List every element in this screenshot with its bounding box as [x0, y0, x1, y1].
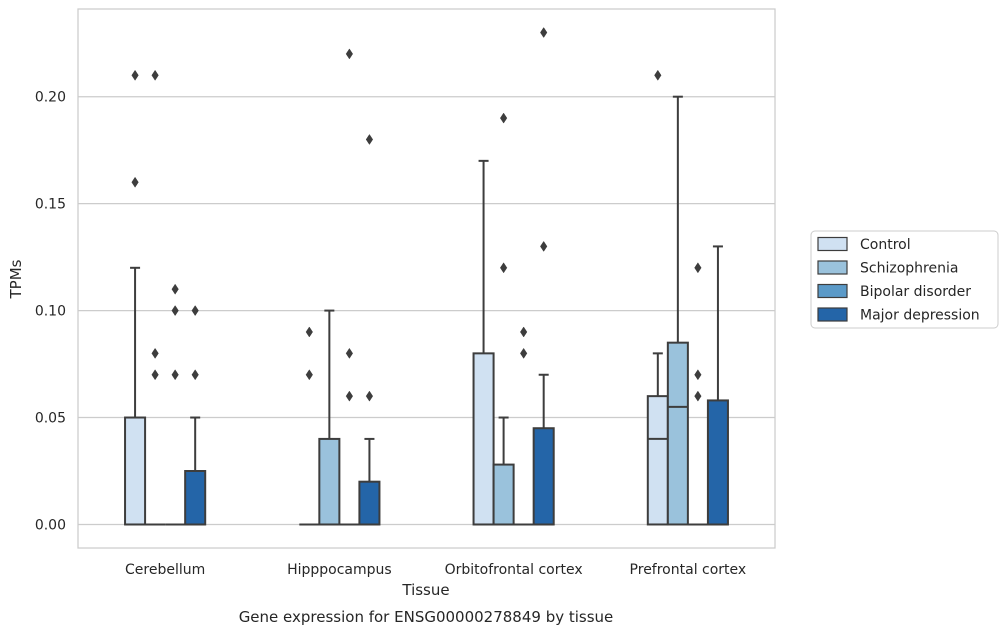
outlier-point	[654, 69, 662, 81]
outlier-point	[520, 326, 528, 338]
outlier-point	[191, 305, 199, 317]
outlier-point	[500, 112, 508, 124]
outlier-point	[345, 347, 353, 359]
box-3-3	[706, 245, 729, 526]
outlier-point	[171, 305, 179, 317]
outlier-point	[171, 369, 179, 381]
box-rect	[706, 399, 729, 526]
outlier-point	[365, 134, 374, 145]
outlier-point	[520, 347, 528, 359]
box-2-0	[472, 159, 495, 526]
outlier-point	[345, 390, 353, 402]
x-tick-label: Hipppocampus	[287, 562, 392, 578]
y-tick-labels: 0.00 0.05 0.10 0.15 0.20	[35, 90, 66, 534]
legend-swatch	[817, 236, 848, 252]
y-axis-label: TPMs	[7, 259, 25, 299]
x-axis-label: Tissue	[401, 581, 449, 599]
outlier-point	[500, 262, 508, 274]
y-tick-label: 0.15	[35, 197, 66, 213]
y-tick-label: 0.05	[35, 411, 66, 427]
box-2-3	[532, 27, 555, 526]
legend-swatch	[817, 260, 848, 275]
box-3-0	[646, 69, 669, 526]
outlier-point	[345, 48, 353, 60]
box-1-3	[358, 134, 381, 526]
box-rect	[646, 395, 669, 526]
legend-item: Major depression	[817, 307, 980, 324]
box-2-1	[492, 112, 515, 526]
box-0-1	[145, 69, 166, 526]
legend-item: Control	[817, 236, 911, 253]
legend-label: Bipolar disorder	[860, 284, 971, 300]
y-tick-label: 0.10	[35, 304, 66, 320]
box-3-1	[666, 95, 689, 526]
box-2-2	[513, 326, 534, 526]
legend-swatch	[817, 283, 848, 299]
box-rect	[184, 470, 207, 526]
box-rect	[472, 352, 495, 526]
outlier-point	[191, 369, 199, 381]
y-tick-label: 0.20	[35, 90, 66, 106]
box-rect	[318, 437, 341, 526]
box-rect	[358, 480, 381, 526]
outlier-point	[151, 69, 159, 81]
box-0-0	[124, 69, 147, 526]
box-rect	[666, 341, 689, 526]
outlier-point	[540, 240, 548, 252]
outlier-point	[305, 369, 313, 381]
legend-swatch	[817, 307, 848, 322]
outlier-point	[694, 262, 702, 274]
box-rect	[124, 416, 147, 526]
outlier-point	[305, 326, 313, 338]
outlier-point	[151, 347, 159, 359]
outlier-point	[171, 283, 179, 295]
box-3-2	[687, 262, 708, 526]
x-tick-label: Cerebellum	[125, 562, 205, 578]
legend: Control Schizophrenia Bipolar disorder Majo…	[810, 230, 999, 329]
outlier-point	[151, 369, 159, 381]
y-tick-label: 0.00	[35, 517, 66, 533]
box-1-2	[339, 48, 360, 526]
outlier-point	[365, 390, 374, 402]
outlier-point	[131, 176, 139, 188]
plot-frame	[77, 8, 776, 549]
outlier-point	[694, 369, 702, 381]
x-tick-label: Prefrontal cortex	[630, 562, 747, 578]
outlier-point	[131, 69, 139, 81]
outlier-point	[694, 390, 702, 402]
box-rect	[532, 427, 555, 526]
box-0-3	[184, 305, 207, 526]
box-1-1	[318, 309, 341, 526]
box-plot-marks	[124, 27, 729, 526]
x-tick-labels: Cerebellum Hipppocampus Orbitofrontal cort…	[125, 562, 746, 578]
legend-label: Major depression	[860, 308, 980, 324]
box-0-2	[165, 283, 186, 526]
legend-item: Bipolar disorder	[817, 283, 971, 300]
box-rect	[492, 463, 515, 526]
chart-caption: Gene expression for ENSG00000278849 by t…	[239, 608, 614, 626]
box-1-0	[299, 326, 320, 526]
legend-frame	[810, 230, 999, 329]
x-tick-label: Orbitofrontal cortex	[445, 562, 583, 578]
legend-item: Schizophrenia	[817, 260, 958, 277]
outlier-point	[540, 27, 548, 38]
legend-label: Schizophrenia	[860, 261, 958, 277]
legend-label: Control	[860, 237, 911, 253]
